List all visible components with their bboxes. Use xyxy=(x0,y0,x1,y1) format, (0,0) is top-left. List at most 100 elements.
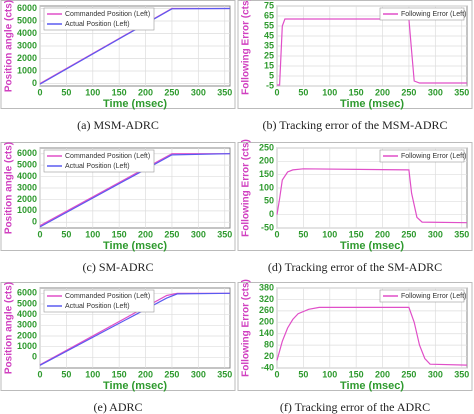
y-tick-label: 75 xyxy=(264,0,274,10)
y-tick-label: 3000 xyxy=(17,40,37,50)
x-tick-label: 250 xyxy=(401,87,416,97)
x-tick-label: 0 xyxy=(37,229,42,239)
y-tick-label: 25 xyxy=(264,50,274,60)
data-line xyxy=(276,168,468,224)
x-tick-label: 100 xyxy=(85,87,100,97)
legend-label: Actual Position (Left) xyxy=(65,303,130,310)
legend-box xyxy=(379,7,465,21)
y-tick-label: 15 xyxy=(264,60,274,70)
panel-frame xyxy=(237,282,473,391)
x-tick-label: 50 xyxy=(61,87,71,97)
y-axis-label: Position angle (cts) xyxy=(4,0,15,92)
x-tick-label: 300 xyxy=(428,87,443,97)
y-tick-label: 0 xyxy=(269,209,274,219)
caption: (a) MSM-ADRC xyxy=(77,118,159,132)
y-axis-label: Position angle (cts) xyxy=(4,142,15,234)
legend-box xyxy=(43,289,155,313)
x-axis-label: Time (msec) xyxy=(103,98,167,110)
x-tick-label: 150 xyxy=(349,229,364,239)
x-tick-label: 300 xyxy=(428,229,443,239)
y-tick-label: 200 xyxy=(259,156,274,166)
legend-box xyxy=(379,149,465,163)
x-tick-label: 250 xyxy=(164,87,179,97)
y-tick-label: 45 xyxy=(264,30,274,40)
x-tick-label: 300 xyxy=(191,87,206,97)
x-tick-label: 0 xyxy=(37,87,42,97)
x-axis-label: Time (msec) xyxy=(340,380,404,392)
panel-frame xyxy=(237,142,473,251)
y-tick-label: 5000 xyxy=(17,15,37,25)
y-tick-label: 6000 xyxy=(17,288,37,298)
y-tick-label: 140 xyxy=(259,328,274,338)
x-tick-label: 350 xyxy=(217,369,232,379)
legend-box xyxy=(43,7,155,31)
y-tick-label: 0 xyxy=(32,78,37,88)
y-tick-label: 6000 xyxy=(17,148,37,158)
x-tick-label: 250 xyxy=(401,229,416,239)
y-tick-label: 1000 xyxy=(17,205,37,215)
x-tick-label: 50 xyxy=(298,87,308,97)
y-tick-label: 2000 xyxy=(17,53,37,63)
y-tick-label: 35 xyxy=(264,40,274,50)
x-tick-label: 50 xyxy=(298,369,308,379)
y-tick-label: 65 xyxy=(264,10,274,20)
x-tick-label: 150 xyxy=(112,87,127,97)
y-tick-label: 2000 xyxy=(17,330,37,340)
y-axis-label: Position angle (cts) xyxy=(4,282,15,374)
x-axis-label: Time (msec) xyxy=(103,240,167,252)
y-tick-label: 6000 xyxy=(17,3,37,13)
y-tick-label: 0 xyxy=(32,352,37,362)
y-tick-label: 20 xyxy=(264,351,274,361)
y-tick-label: 100 xyxy=(259,182,274,192)
legend-label: Following Error (Left) xyxy=(401,153,466,160)
x-tick-label: 350 xyxy=(217,229,232,239)
panel-frame xyxy=(0,142,236,251)
x-axis-label: Time (msec) xyxy=(103,380,167,392)
y-tick-label: 80 xyxy=(264,340,274,350)
caption: (e) ADRC xyxy=(94,400,143,414)
data-line xyxy=(39,153,231,228)
x-tick-label: 150 xyxy=(112,369,127,379)
data-line xyxy=(39,7,231,85)
x-tick-label: 100 xyxy=(322,229,337,239)
data-line xyxy=(39,292,231,366)
x-tick-label: 200 xyxy=(375,87,390,97)
panel-frame xyxy=(237,0,473,109)
y-axis-label: Following Error (cts) xyxy=(241,0,252,95)
x-tick-label: 250 xyxy=(164,369,179,379)
y-tick-label: 200 xyxy=(259,317,274,327)
x-tick-label: 300 xyxy=(191,229,206,239)
legend-label: Commanded Position (Left) xyxy=(65,293,150,300)
x-axis-label: Time (msec) xyxy=(340,98,404,110)
x-tick-label: 0 xyxy=(274,369,279,379)
y-tick-label: 150 xyxy=(259,169,274,179)
x-tick-label: 300 xyxy=(428,369,443,379)
x-tick-label: 200 xyxy=(138,229,153,239)
x-tick-label: 200 xyxy=(375,229,390,239)
y-tick-label: 55 xyxy=(264,20,274,30)
x-tick-label: 200 xyxy=(138,369,153,379)
y-tick-label: 380 xyxy=(259,282,274,292)
x-tick-label: 0 xyxy=(37,369,42,379)
legend-label: Following Error (Left) xyxy=(401,293,466,300)
legend-label: Following Error (Left) xyxy=(401,11,466,18)
caption: (d) Tracking error of the SM-ADRC xyxy=(268,260,442,274)
y-tick-label: 3000 xyxy=(17,320,37,330)
x-tick-label: 0 xyxy=(274,87,279,97)
y-tick-label: 1000 xyxy=(17,65,37,75)
y-axis-label: Following Error (cts) xyxy=(241,279,252,377)
x-tick-label: 50 xyxy=(61,229,71,239)
x-tick-label: 100 xyxy=(322,369,337,379)
legend-box xyxy=(43,149,155,173)
y-tick-label: -50 xyxy=(261,222,274,232)
x-tick-label: 200 xyxy=(375,369,390,379)
y-tick-label: 260 xyxy=(259,305,274,315)
x-tick-label: 100 xyxy=(85,369,100,379)
y-tick-label: 5 xyxy=(269,70,274,80)
x-tick-label: 350 xyxy=(454,87,469,97)
legend-box xyxy=(379,289,465,303)
x-tick-label: 0 xyxy=(274,229,279,239)
y-tick-label: 4000 xyxy=(17,171,37,181)
x-axis-label: Time (msec) xyxy=(340,240,404,252)
y-tick-label: 4000 xyxy=(17,28,37,38)
